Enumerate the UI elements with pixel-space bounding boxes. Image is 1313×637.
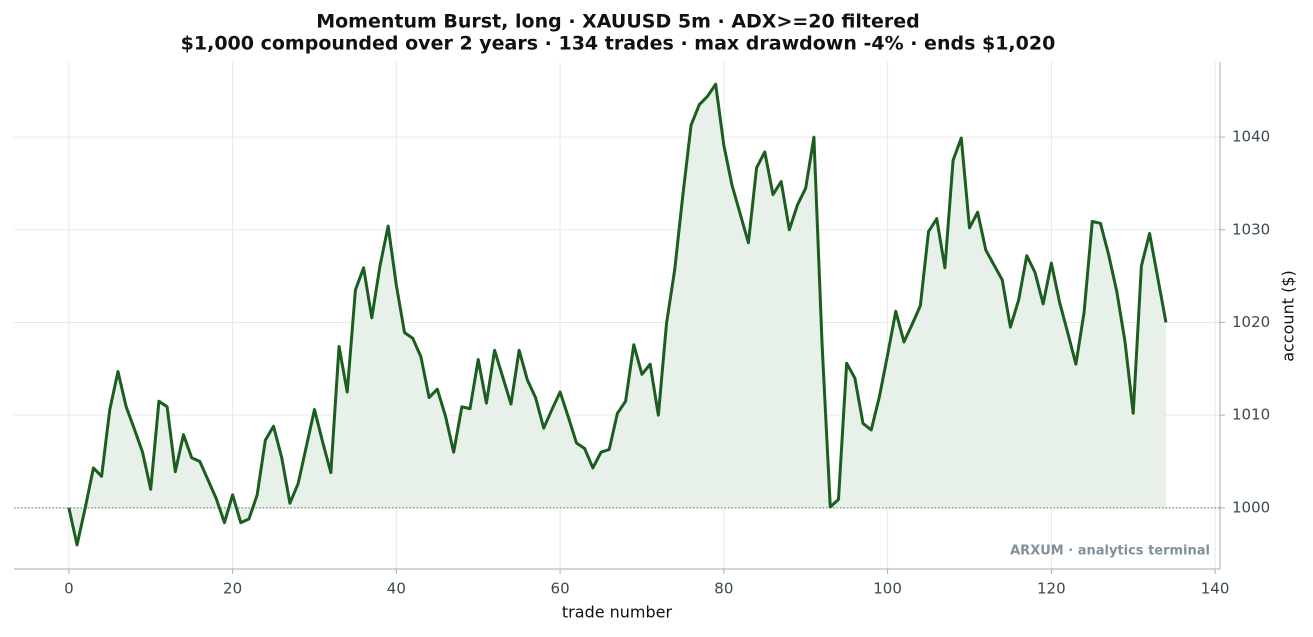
y-tick-label: 1010: [1232, 406, 1270, 424]
x-tick-label: 100: [873, 580, 902, 598]
y-axis-label: account ($): [1279, 270, 1298, 362]
x-tick-label: 20: [223, 580, 242, 598]
y-tick-label: 1040: [1232, 128, 1270, 146]
x-tick-label: 80: [714, 580, 733, 598]
chart-subtitle: $1,000 compounded over 2 years · 134 tra…: [181, 33, 1056, 55]
x-tick-label: 120: [1037, 580, 1066, 598]
watermark: ARXUM · analytics terminal: [1010, 544, 1210, 559]
y-tick-label: 1030: [1232, 220, 1270, 238]
x-tick-label: 60: [551, 580, 570, 598]
area-fill: [68, 84, 1166, 545]
x-tick-label: 40: [387, 580, 406, 598]
chart-title: Momentum Burst, long · XAUUSD 5m · ADX>=…: [316, 11, 920, 33]
y-tick-label: 1020: [1232, 313, 1270, 331]
x-tick-label: 140: [1201, 580, 1230, 598]
y-tick-label: 1000: [1232, 498, 1270, 516]
x-axis-label: trade number: [562, 603, 673, 622]
x-tick-label: 0: [64, 580, 74, 598]
equity-line: [67, 82, 1168, 547]
